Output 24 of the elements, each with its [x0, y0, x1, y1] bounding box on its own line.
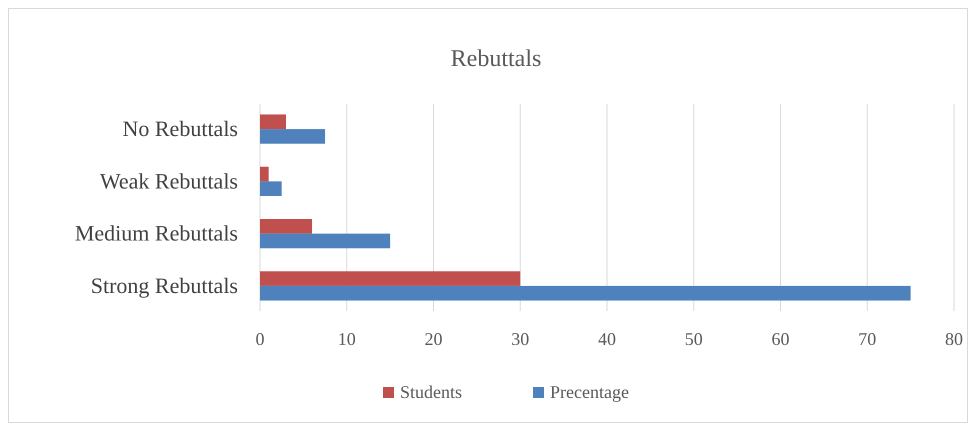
x-tick-label: 80 [945, 329, 963, 349]
y-tick-label: Strong Rebuttals [90, 272, 238, 298]
x-tick-label: 30 [511, 329, 530, 349]
bar [260, 286, 911, 301]
bar [260, 166, 269, 182]
x-tick-label: 70 [858, 329, 876, 349]
bar [260, 234, 390, 248]
x-tick-label: 40 [598, 329, 616, 349]
y-tick-label: Weak Rebuttals [100, 168, 238, 194]
x-tick-label: 0 [256, 329, 264, 349]
legend-label: Students [400, 382, 462, 402]
x-tick-label: 60 [772, 329, 790, 349]
x-tick-label: 50 [684, 329, 703, 349]
bar [260, 219, 312, 234]
bar [260, 271, 520, 286]
y-tick-label: No Rebuttals [122, 116, 238, 142]
chart-title: Rebuttals [450, 46, 542, 72]
bar [260, 114, 286, 130]
legend-label: Precentage [550, 382, 629, 402]
bar [260, 129, 326, 144]
y-tick-label: Medium Rebuttals [74, 220, 238, 246]
x-tick-label: 10 [338, 329, 356, 349]
bar [260, 181, 282, 196]
x-tick-label: 20 [424, 329, 442, 349]
